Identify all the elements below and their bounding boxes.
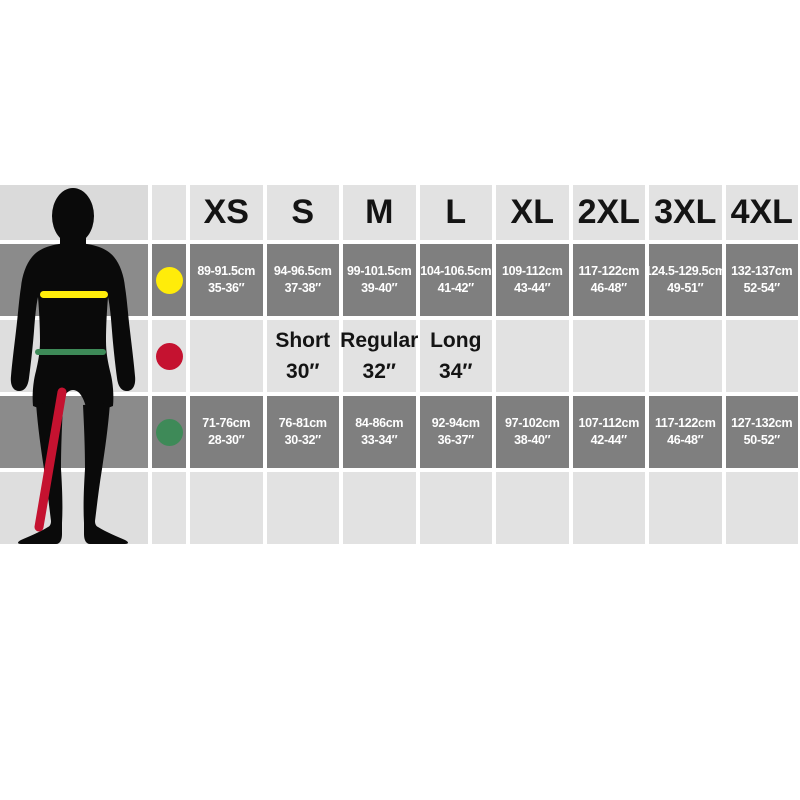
waist-cell-xl: 97-102cm 38-40″: [496, 396, 569, 468]
leg-cell-4xl: [725, 320, 798, 392]
waist-cm-xs: 71-76cm: [202, 416, 251, 430]
leg-inch-s: 30″: [286, 360, 320, 383]
marker-column-footer: [152, 472, 186, 544]
chest-cm-2xl: 117-122cm: [578, 264, 640, 278]
leg-marker-dot: [155, 342, 183, 370]
waist-marker-cell: [152, 396, 186, 468]
chest-cell-m: 99-101.5cm 39-40″: [343, 244, 416, 316]
chest-cm-l: 104-106.5cm: [420, 264, 492, 278]
silhouette-right-leg: [83, 403, 128, 544]
waist-inch-2xl: 42-44″: [590, 433, 627, 447]
chest-cm-3xl: 124.5-129.5cm: [644, 264, 726, 278]
waist-cell-2xl: 107-112cm 42-44″: [572, 396, 645, 468]
chest-inch-4xl: 52-54″: [743, 281, 780, 295]
waist-cell-l: 92-94cm 36-37″: [419, 396, 492, 468]
chest-inch-xl: 43-44″: [514, 281, 551, 295]
chest-cell-4xl: 132-137cm 52-54″: [725, 244, 798, 316]
waist-inch-3xl: 46-48″: [667, 433, 704, 447]
chest-marker-cell: [152, 244, 186, 316]
leg-label-m: Regular: [340, 329, 419, 352]
chest-cell-s: 94-96.5cm 37-38″: [266, 244, 339, 316]
waist-marker-dot: [155, 418, 183, 446]
size-header-2xl: 2XL: [572, 185, 645, 240]
chest-cell-3xl: 124.5-129.5cm 49-51″: [645, 244, 726, 316]
male-silhouette-figure: [10, 188, 136, 544]
empty-cell-xs: [190, 472, 263, 544]
chest-inch-3xl: 49-51″: [667, 281, 704, 295]
chest-cm-xs: 89-91.5cm: [197, 264, 256, 278]
empty-cell-2xl: [572, 472, 645, 544]
chest-cell-l: 104-106.5cm 41-42″: [419, 244, 492, 316]
leg-cell-l: Long 34″: [419, 320, 492, 392]
waist-cm-l: 92-94cm: [431, 416, 480, 430]
leg-cell-3xl: [649, 320, 722, 392]
leg-marker-cell: [152, 320, 186, 392]
waist-cm-xl: 97-102cm: [504, 416, 560, 430]
size-chart-table: XS 89-91.5cm 35-36″ 71-76cm 28-30″ S 94-…: [0, 185, 798, 544]
waist-cm-s: 76-81cm: [278, 416, 327, 430]
chest-cell-xs: 89-91.5cm 35-36″: [190, 244, 263, 316]
waist-cell-s: 76-81cm 30-32″: [266, 396, 339, 468]
waist-measure-line: [35, 349, 106, 355]
size-header-m: M: [343, 185, 416, 240]
waist-cell-xs: 71-76cm 28-30″: [190, 396, 263, 468]
empty-cell-m: [343, 472, 416, 544]
size-header-3xl: 3XL: [649, 185, 722, 240]
empty-cell-xl: [496, 472, 569, 544]
size-header-xl: XL: [496, 185, 569, 240]
waist-inch-xs: 28-30″: [208, 433, 245, 447]
inside-leg-measure-line: [34, 387, 67, 532]
chest-cell-xl: 109-112cm 43-44″: [496, 244, 569, 316]
leg-inch-l: 34″: [439, 360, 473, 383]
chest-inch-xs: 35-36″: [208, 281, 245, 295]
leg-cell-2xl: [572, 320, 645, 392]
waist-inch-m: 33-34″: [361, 433, 398, 447]
chest-inch-2xl: 46-48″: [590, 281, 627, 295]
waist-inch-4xl: 50-52″: [743, 433, 780, 447]
chest-cm-4xl: 132-137cm: [731, 264, 793, 278]
silhouette-torso-arms: [10, 243, 136, 412]
waist-cm-2xl: 107-112cm: [578, 416, 640, 430]
chest-inch-s: 37-38″: [284, 281, 321, 295]
empty-cell-l: [419, 472, 492, 544]
chest-cell-2xl: 117-122cm 46-48″: [572, 244, 645, 316]
chest-cm-s: 94-96.5cm: [273, 264, 332, 278]
leg-cell-xs: [190, 320, 263, 392]
waist-cm-4xl: 127-132cm: [731, 416, 793, 430]
empty-cell-s: [266, 472, 339, 544]
leg-cell-xl: [496, 320, 569, 392]
body-figure-panel: [0, 185, 148, 544]
male-silhouette: [10, 188, 136, 544]
size-header-4xl: 4XL: [725, 185, 798, 240]
marker-column-header: [152, 185, 186, 240]
waist-inch-xl: 38-40″: [514, 433, 551, 447]
leg-label-s: Short: [275, 329, 331, 352]
waist-cm-3xl: 117-122cm: [654, 416, 716, 430]
chest-inch-m: 39-40″: [361, 281, 398, 295]
leg-inch-m: 32″: [362, 360, 396, 383]
size-header-xs: XS: [190, 185, 263, 240]
waist-cm-m: 84-86cm: [355, 416, 404, 430]
leg-label-l: Long: [430, 329, 482, 352]
leg-cell-m: Regular 32″: [340, 320, 419, 392]
size-header-s: S: [266, 185, 339, 240]
size-header-l: L: [419, 185, 492, 240]
empty-cell-4xl: [725, 472, 798, 544]
waist-cell-4xl: 127-132cm 50-52″: [725, 396, 798, 468]
waist-cell-3xl: 117-122cm 46-48″: [649, 396, 722, 468]
empty-cell-3xl: [649, 472, 722, 544]
chest-cm-m: 99-101.5cm: [347, 264, 412, 278]
waist-cell-m: 84-86cm 33-34″: [343, 396, 416, 468]
chest-inch-l: 41-42″: [437, 281, 474, 295]
waist-inch-l: 36-37″: [437, 433, 474, 447]
chest-measure-line: [40, 291, 108, 298]
waist-inch-s: 30-32″: [284, 433, 321, 447]
leg-cell-s: Short 30″: [266, 320, 339, 392]
chest-marker-dot: [155, 266, 183, 294]
chest-cm-xl: 109-112cm: [501, 264, 563, 278]
